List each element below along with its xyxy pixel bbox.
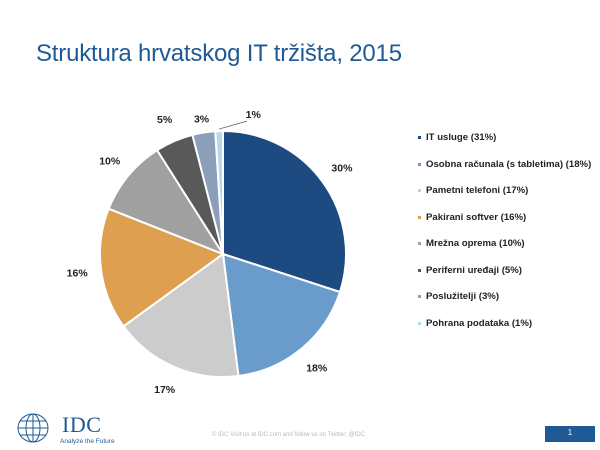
legend-item: Pakirani softver (16%) [418, 212, 598, 224]
legend-item: Poslužitelji (3%) [418, 291, 598, 303]
pie-slice [222, 129, 347, 294]
data-label: 17% [154, 384, 176, 396]
legend: IT usluge (31%) Osobna računala (s tablet… [418, 132, 598, 344]
label-leader-line [218, 120, 248, 130]
legend-item: Mrežna oprema (10%) [418, 238, 598, 250]
page-number: 1 [567, 428, 573, 437]
logo-tagline: Analyze the Future [60, 438, 115, 445]
data-label: 30% [331, 163, 353, 175]
legend-label: IT usluge (31%) [426, 132, 497, 143]
data-label: 16% [67, 267, 89, 279]
logo-text: IDC [62, 412, 102, 437]
legend-label: Osobna računala (s tabletima) (18%) [426, 158, 592, 170]
pie-slice [99, 207, 226, 328]
legend-swatch [418, 321, 421, 325]
legend-swatch [418, 189, 421, 192]
pie-slice [107, 148, 226, 257]
footer-text: © IDC Visit us at IDC.com and follow us … [212, 432, 366, 438]
legend-swatch [418, 268, 421, 272]
chart-title: Struktura hrvatskog IT tržišta, 2015 [36, 40, 402, 67]
idc-globe-logo-icon [17, 413, 49, 443]
legend-label: Pohrana podataka (1%) [426, 317, 533, 329]
legend-label: Pametni telefoni (17%) [426, 185, 529, 196]
legend-label: Mrežna oprema (10%) [426, 238, 525, 249]
data-label: 10% [99, 155, 121, 167]
idc-logo: IDC Analyze the Future [14, 412, 124, 446]
legend-label: Poslužitelji (3%) [426, 291, 500, 302]
data-label: 5% [157, 114, 173, 126]
legend-swatch [418, 295, 421, 298]
legend-item: Pametni telefoni (17%) [418, 185, 598, 197]
legend-swatch [418, 242, 421, 245]
data-label: 1% [246, 109, 262, 121]
legend-label: Periferni uređaji (5%) [426, 264, 522, 276]
legend-label: Pakirani softver (16%) [426, 211, 527, 223]
pie-slice [214, 129, 224, 255]
pie-slice [221, 252, 342, 378]
legend-swatch [418, 162, 421, 166]
pie-slice [122, 252, 240, 378]
legend-item: Osobna računala (s tabletima) (18%) [418, 159, 598, 171]
data-label: 3% [194, 114, 210, 126]
legend-item: Pohrana podataka (1%) [418, 318, 598, 330]
data-label: 18% [306, 362, 328, 374]
legend-item: IT usluge (31%) [418, 132, 598, 144]
legend-swatch [418, 136, 421, 139]
page-number-box: 1 [545, 426, 595, 442]
legend-item: Periferni uređaji (5%) [418, 265, 598, 277]
legend-swatch [418, 215, 421, 219]
